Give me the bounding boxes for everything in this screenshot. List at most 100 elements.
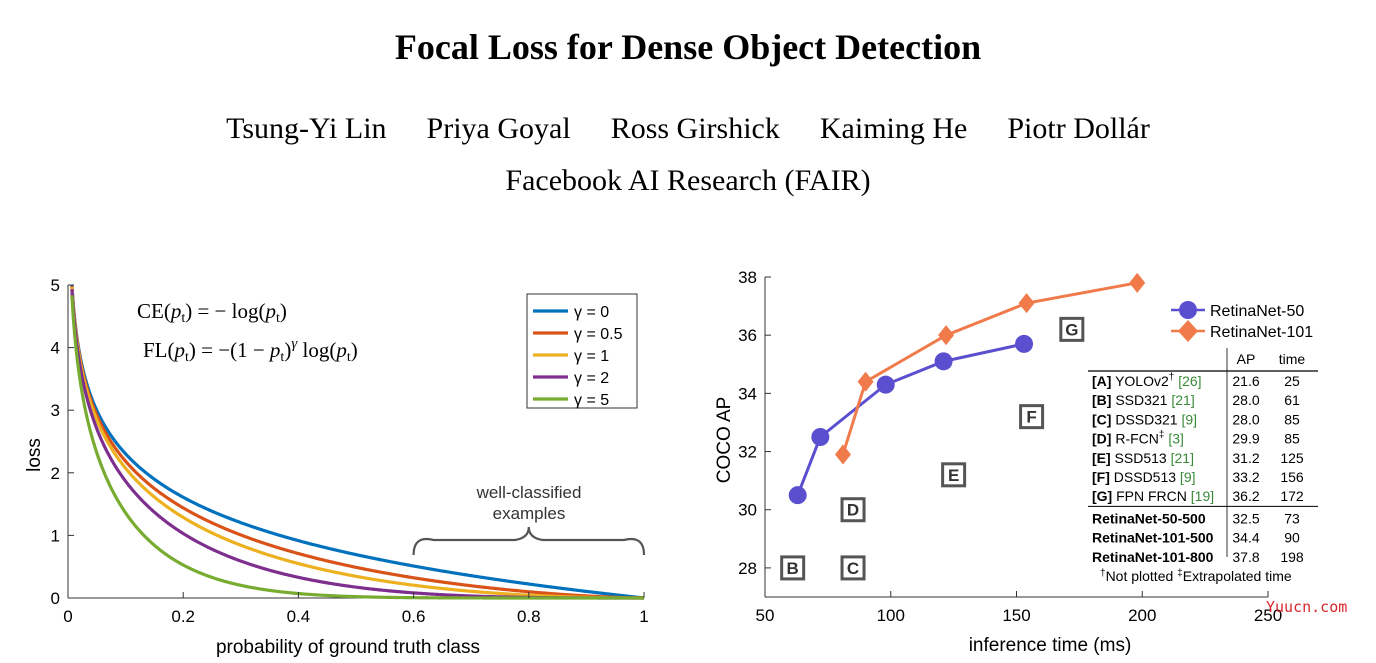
legend-label: γ = 0.5 [574, 326, 623, 343]
x-tick-label: 1 [639, 607, 648, 626]
table-time-value: 25 [1284, 373, 1300, 389]
method-box-label: G [1065, 320, 1078, 339]
y-tick-label: 28 [738, 559, 757, 578]
table-retinanet-name: RetinaNet-101-800 [1092, 549, 1214, 565]
table-header-ap: AP [1237, 351, 1256, 367]
y-tick-label: 4 [51, 339, 60, 358]
table-ap-value: 32.5 [1232, 510, 1259, 526]
table-footnote: †Not plotted ‡Extrapolated time [1100, 568, 1292, 584]
fl-equation: FL(pt) = −(1 − pt)γ log(pt) [143, 336, 358, 365]
left-chart-ticks: 0 0.2 0.4 0.6 0.8 1 0 1 2 3 4 5 [51, 276, 649, 626]
author-name: Kaiming He [819, 112, 968, 145]
x-tick-label: 250 [1254, 606, 1282, 625]
table-retinanet-name: RetinaNet-101-500 [1092, 530, 1214, 546]
table-ap-value: 31.2 [1232, 450, 1259, 466]
legend-label-retinanet-101: RetinaNet-101 [1210, 324, 1313, 341]
table-ap-value: 29.9 [1232, 431, 1259, 447]
y-tick-label: 32 [738, 443, 757, 462]
table-method-name: [D] R-FCN‡ [3] [1092, 430, 1184, 447]
right-chart-ticks: 50 100 150 200 250 28 30 32 34 36 38 [738, 268, 1282, 625]
legend-label: γ = 1 [574, 348, 609, 365]
table-header-time: time [1279, 351, 1306, 367]
annotation-line-2: examples [493, 504, 566, 523]
annotation-line-1: well-classified [476, 483, 582, 502]
method-box-label: B [787, 559, 799, 578]
table-ap-value: 34.4 [1232, 530, 1259, 546]
table-ap-value: 37.8 [1232, 549, 1259, 565]
table-time-value: 198 [1280, 549, 1304, 565]
data-point-diamond [1129, 272, 1146, 293]
x-tick-label: 0.2 [171, 607, 195, 626]
x-tick-label: 200 [1128, 606, 1156, 625]
table-method-name: [F] DSSD513 [9] [1092, 469, 1196, 485]
data-point-circle [876, 375, 895, 394]
table-ap-value: 33.2 [1232, 469, 1259, 485]
method-box [1019, 404, 1045, 430]
y-tick-label: 36 [738, 326, 757, 345]
well-classified-annotation: well-classified examples [412, 483, 646, 556]
x-tick-label: 0.4 [287, 607, 311, 626]
focal-loss-chart: 0 0.2 0.4 0.6 0.8 1 0 1 2 3 4 5 loss probability of… [24, 276, 649, 658]
x-tick-label: 0.8 [517, 607, 541, 626]
x-tick-label: 100 [877, 606, 905, 625]
y-tick-label: 5 [51, 276, 60, 295]
curly-brace [412, 526, 646, 556]
method-box [840, 497, 866, 523]
data-point-circle [811, 428, 830, 446]
table-method-name: [C] DSSD321 [9] [1092, 411, 1197, 427]
table-ap-value: 21.6 [1232, 373, 1259, 389]
retinanet-series [788, 272, 1146, 505]
y-tick-label: 30 [738, 501, 757, 520]
author-name: Priya Goyal [426, 112, 571, 145]
series-line [841, 281, 1138, 455]
paper-title: Focal Loss for Dense Object Detection [394, 27, 982, 67]
left-x-axis-label: probability of ground truth class [216, 637, 480, 658]
ce-equation: CE(pt) = − log(pt) [137, 299, 287, 326]
right-x-axis-label: inference time (ms) [969, 635, 1132, 656]
speed-accuracy-chart: 50 100 150 200 250 28 30 32 34 36 38 B C D E F G COCO A… [714, 268, 1318, 656]
table-time-value: 156 [1280, 469, 1304, 485]
x-tick-label: 0 [63, 607, 72, 626]
x-tick-label: 150 [1002, 606, 1030, 625]
table-method-name: [B] SSD321 [21] [1092, 392, 1195, 408]
right-legend: RetinaNet-50 RetinaNet-101 [1171, 301, 1313, 342]
method-box-label: C [847, 559, 859, 578]
table-time-value: 90 [1284, 530, 1300, 546]
left-legend: γ = 0 γ = 0.5 γ = 1 γ = 2 γ = 5 [526, 293, 638, 409]
loss-curve [70, 295, 644, 600]
table-time-value: 61 [1284, 392, 1300, 408]
loss-curve [70, 284, 645, 600]
series-line [796, 342, 1025, 496]
method-box [941, 462, 967, 488]
method-box-label: D [847, 501, 859, 520]
table-time-value: 172 [1280, 488, 1304, 504]
author-name: Ross Girshick [610, 112, 780, 145]
method-box [780, 555, 806, 581]
x-tick-label: 0.6 [402, 607, 426, 626]
y-tick-label: 2 [51, 464, 60, 483]
table-time-value: 85 [1284, 411, 1300, 427]
y-tick-label: 1 [51, 526, 60, 545]
data-point-diamond [1018, 293, 1035, 314]
data-point-circle [934, 352, 953, 371]
affiliation: Facebook AI Research (FAIR) [505, 164, 871, 197]
author-list: Tsung-Yi Lin Priya Goyal Ross Girshick K… [0, 112, 1376, 146]
table-time-value: 73 [1284, 510, 1300, 526]
author-name: Tsung-Yi Lin [226, 112, 387, 145]
data-point-circle [788, 486, 807, 505]
table-ap-value: 36.2 [1232, 488, 1259, 504]
legend-label: γ = 2 [574, 370, 609, 387]
loss-curve [70, 285, 645, 600]
left-y-axis-label: loss [24, 438, 45, 472]
loss-curves [70, 284, 645, 600]
data-point-diamond [834, 444, 851, 465]
table-retinanet-name: RetinaNet-50-500 [1092, 510, 1206, 526]
data-point-diamond [938, 325, 955, 346]
x-tick-label: 50 [756, 606, 775, 625]
method-box [840, 555, 866, 581]
method-box-label: E [948, 466, 959, 485]
legend-label: γ = 0 [574, 304, 609, 321]
watermark: Yuucn.com [1266, 598, 1348, 616]
y-tick-label: 34 [738, 384, 757, 403]
method-boxes: B C D E F G [780, 316, 1085, 581]
